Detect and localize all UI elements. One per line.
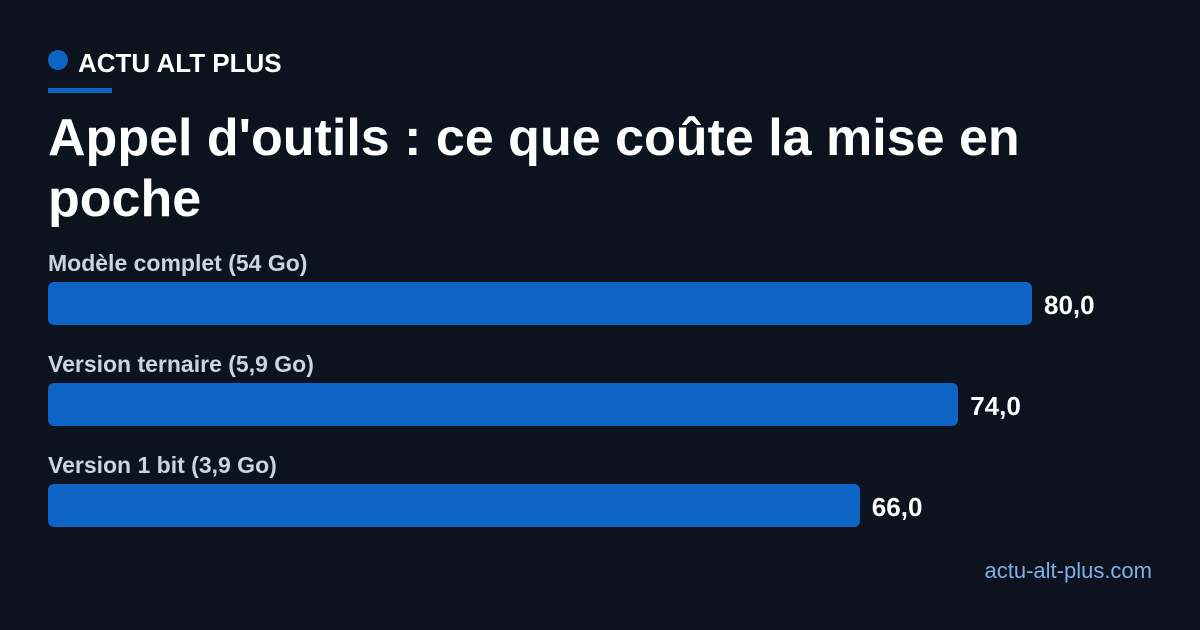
bar bbox=[48, 484, 860, 527]
category-label: Version ternaire (5,9 Go) bbox=[48, 351, 314, 377]
value-label: 66,0 bbox=[871, 492, 923, 522]
category-label: Modèle complet (54 Go) bbox=[48, 250, 308, 276]
source: actu-alt-plus.com bbox=[984, 558, 1152, 583]
chart-title: Appel d'outils : ce que coûte la mise en… bbox=[48, 109, 1020, 228]
bar bbox=[48, 282, 1032, 325]
value-label: 74,0 bbox=[970, 391, 1021, 421]
bar bbox=[48, 383, 959, 426]
category-label: Version 1 bit (3,9 Go) bbox=[48, 452, 277, 478]
brand-rule bbox=[48, 88, 112, 93]
brand-dot bbox=[48, 50, 68, 70]
value-label: 80,0 bbox=[1044, 290, 1095, 320]
brand: ACTU ALT PLUS bbox=[78, 48, 282, 78]
